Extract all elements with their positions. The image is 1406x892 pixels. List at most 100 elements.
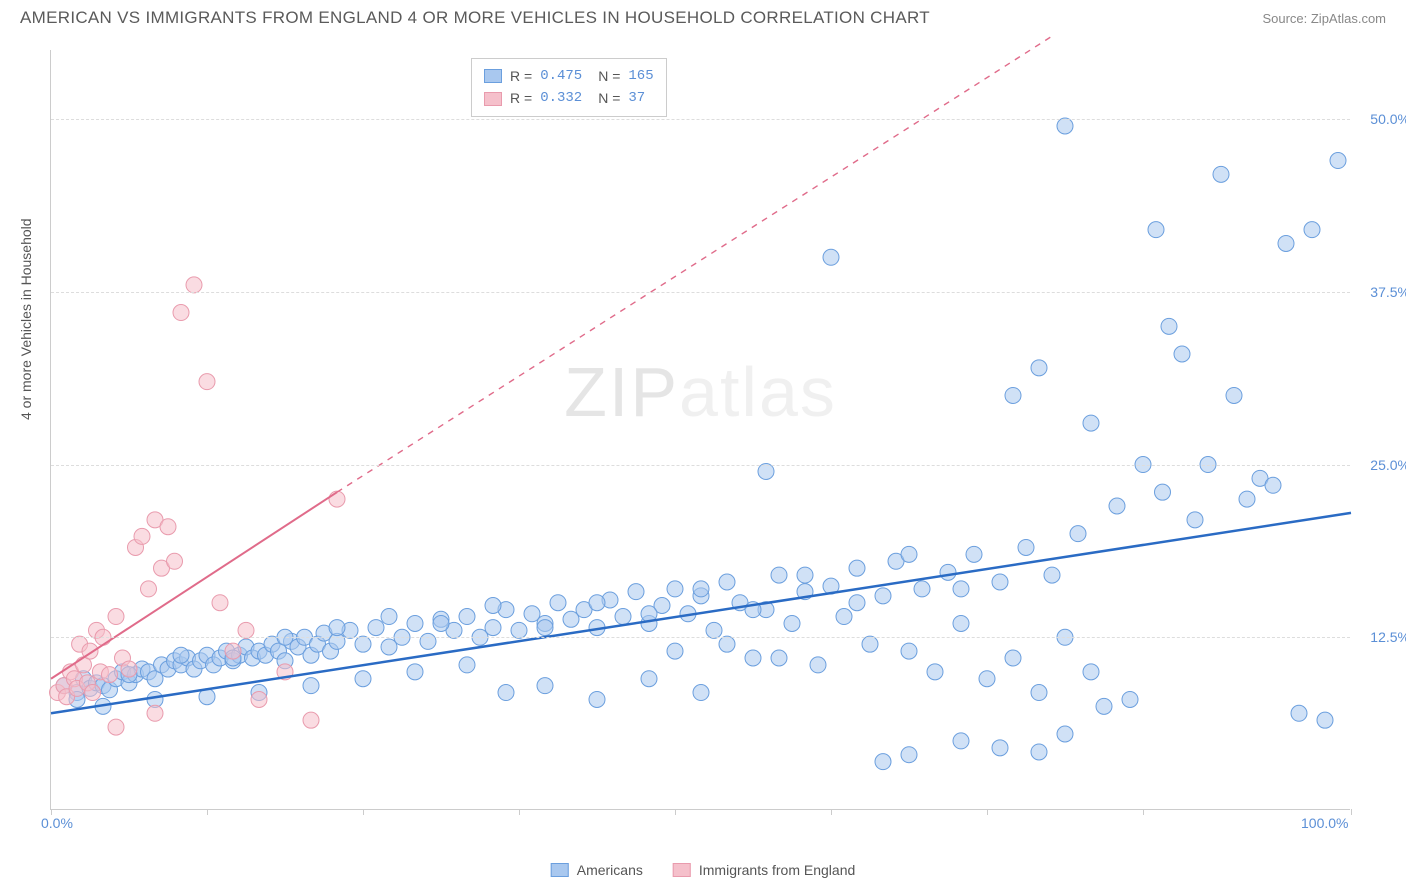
x-tick bbox=[207, 809, 208, 815]
data-point bbox=[875, 754, 891, 770]
data-point bbox=[1265, 477, 1281, 493]
data-point bbox=[1057, 118, 1073, 134]
data-point bbox=[953, 581, 969, 597]
data-point bbox=[1005, 650, 1021, 666]
data-point bbox=[667, 643, 683, 659]
data-point bbox=[459, 609, 475, 625]
data-point bbox=[303, 678, 319, 694]
data-point bbox=[1161, 318, 1177, 334]
data-point bbox=[901, 546, 917, 562]
data-point bbox=[1317, 712, 1333, 728]
data-point bbox=[823, 249, 839, 265]
data-point bbox=[173, 305, 189, 321]
data-point bbox=[1155, 484, 1171, 500]
data-point bbox=[745, 650, 761, 666]
chart-header: AMERICAN VS IMMIGRANTS FROM ENGLAND 4 OR… bbox=[0, 0, 1406, 32]
x-tick bbox=[1351, 809, 1352, 815]
data-point bbox=[108, 609, 124, 625]
gridline bbox=[51, 292, 1350, 293]
data-point bbox=[693, 685, 709, 701]
data-point bbox=[667, 581, 683, 597]
data-point bbox=[953, 615, 969, 631]
data-point bbox=[1148, 222, 1164, 238]
data-point bbox=[979, 671, 995, 687]
data-point bbox=[167, 553, 183, 569]
data-point bbox=[1044, 567, 1060, 583]
data-point bbox=[173, 647, 189, 663]
data-point bbox=[141, 581, 157, 597]
swatch-americans bbox=[551, 863, 569, 877]
x-tick-label: 100.0% bbox=[1301, 815, 1348, 831]
data-point bbox=[186, 277, 202, 293]
chart-plot-area: ZIPatlas R = 0.475 N = 165 R = 0.332 N =… bbox=[50, 50, 1350, 810]
gridline bbox=[51, 465, 1350, 466]
data-point bbox=[849, 595, 865, 611]
gridline bbox=[51, 637, 1350, 638]
data-point bbox=[966, 546, 982, 562]
data-point bbox=[1330, 153, 1346, 169]
series-legend: Americans Immigrants from England bbox=[551, 862, 856, 878]
swatch-immigrants bbox=[673, 863, 691, 877]
data-point bbox=[102, 667, 118, 683]
data-point bbox=[368, 620, 384, 636]
data-point bbox=[1031, 744, 1047, 760]
data-point bbox=[1070, 526, 1086, 542]
data-point bbox=[147, 705, 163, 721]
data-point bbox=[407, 615, 423, 631]
data-point bbox=[251, 691, 267, 707]
data-point bbox=[381, 609, 397, 625]
data-point bbox=[1031, 685, 1047, 701]
data-point bbox=[797, 567, 813, 583]
data-point bbox=[1304, 222, 1320, 238]
data-point bbox=[420, 633, 436, 649]
data-point bbox=[901, 747, 917, 763]
x-tick-label: 0.0% bbox=[41, 815, 73, 831]
data-point bbox=[498, 685, 514, 701]
data-point bbox=[706, 622, 722, 638]
data-point bbox=[1018, 539, 1034, 555]
data-point bbox=[329, 491, 345, 507]
gridline bbox=[51, 119, 1350, 120]
data-point bbox=[784, 615, 800, 631]
data-point bbox=[108, 719, 124, 735]
data-point bbox=[85, 685, 101, 701]
data-point bbox=[537, 620, 553, 636]
data-point bbox=[225, 643, 241, 659]
x-tick bbox=[675, 809, 676, 815]
data-point bbox=[992, 574, 1008, 590]
data-point bbox=[693, 581, 709, 597]
chart-title: AMERICAN VS IMMIGRANTS FROM ENGLAND 4 OR… bbox=[20, 8, 930, 28]
trend-line-extrapolated bbox=[337, 36, 1052, 492]
trend-line bbox=[51, 513, 1351, 713]
scatter-svg bbox=[51, 50, 1350, 809]
data-point bbox=[641, 671, 657, 687]
data-point bbox=[1187, 512, 1203, 528]
data-point bbox=[1083, 415, 1099, 431]
data-point bbox=[836, 609, 852, 625]
data-point bbox=[1122, 691, 1138, 707]
data-point bbox=[862, 636, 878, 652]
data-point bbox=[550, 595, 566, 611]
data-point bbox=[914, 581, 930, 597]
y-tick-label: 25.0% bbox=[1355, 457, 1406, 473]
data-point bbox=[1174, 346, 1190, 362]
data-point bbox=[1096, 698, 1112, 714]
data-point bbox=[628, 584, 644, 600]
data-point bbox=[238, 622, 254, 638]
data-point bbox=[459, 657, 475, 673]
x-tick bbox=[987, 809, 988, 815]
data-point bbox=[199, 374, 215, 390]
data-point bbox=[589, 595, 605, 611]
y-tick-label: 37.5% bbox=[1355, 284, 1406, 300]
data-point bbox=[485, 620, 501, 636]
data-point bbox=[758, 463, 774, 479]
legend-item-americans: Americans bbox=[551, 862, 643, 878]
data-point bbox=[537, 678, 553, 694]
data-point bbox=[1005, 387, 1021, 403]
data-point bbox=[1278, 235, 1294, 251]
data-point bbox=[901, 643, 917, 659]
y-axis-title: 4 or more Vehicles in Household bbox=[18, 218, 34, 420]
data-point bbox=[355, 636, 371, 652]
x-tick bbox=[1143, 809, 1144, 815]
y-tick-label: 50.0% bbox=[1355, 111, 1406, 127]
